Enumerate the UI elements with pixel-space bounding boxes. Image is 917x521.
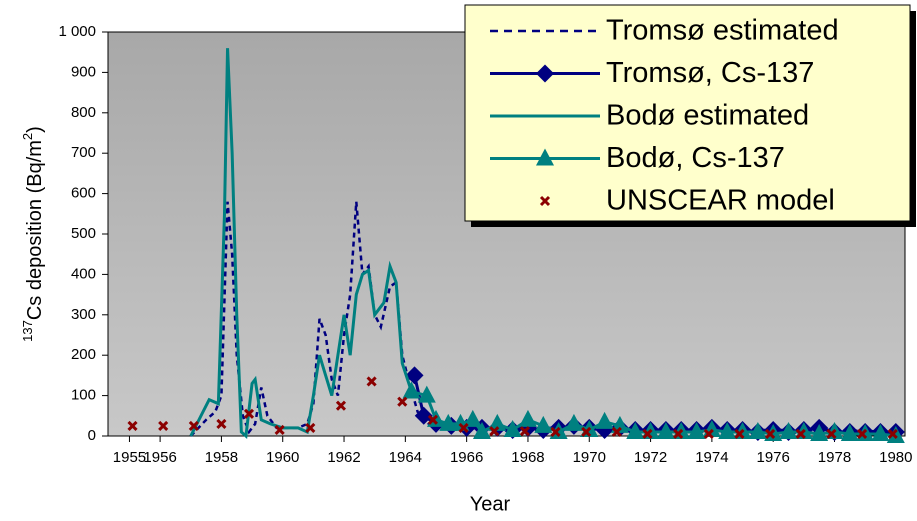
x-tick-label: 1958	[205, 449, 238, 466]
data-point	[402, 381, 421, 399]
legend-label: Bodø estimated	[606, 100, 809, 132]
data-point	[857, 428, 868, 440]
data-point	[518, 409, 537, 427]
data-point	[458, 422, 469, 433]
data-point	[414, 406, 433, 425]
x-tick-label: 1964	[389, 449, 422, 466]
data-point	[489, 426, 500, 437]
data-point	[243, 408, 255, 419]
data-point	[534, 415, 553, 433]
data-point	[472, 421, 491, 439]
data-point	[779, 421, 798, 439]
x-tick-label: 1956	[143, 449, 176, 466]
x-axis-title: Year	[470, 493, 511, 515]
y-title-end: )	[24, 126, 46, 133]
data-point	[765, 428, 776, 440]
data-point	[826, 428, 837, 440]
data-point	[305, 422, 316, 433]
data-point	[550, 426, 561, 438]
legend-label: Tromsø estimated	[606, 15, 839, 47]
y-tick-label: 500	[71, 225, 96, 242]
data-point	[439, 413, 458, 431]
y-tick-label: 300	[71, 306, 96, 323]
data-point	[397, 396, 408, 407]
y-title-sup: 2	[20, 133, 35, 140]
data-point	[503, 419, 522, 437]
y-tick-label: 700	[71, 144, 96, 161]
y-tick-label: 0	[88, 427, 96, 444]
data-point	[748, 421, 767, 439]
data-point	[564, 413, 583, 431]
x-tick-label: 1970	[573, 449, 606, 466]
x-tick-label: 1962	[327, 449, 360, 466]
data-point	[734, 428, 745, 440]
data-point	[335, 400, 347, 411]
data-point	[366, 376, 377, 387]
data-point	[417, 385, 436, 403]
x-tick-label: 1968	[511, 449, 544, 466]
data-point	[626, 421, 645, 439]
data-point	[519, 426, 530, 437]
data-point	[127, 420, 138, 431]
data-point	[673, 428, 684, 440]
data-point	[810, 423, 829, 441]
data-point	[886, 426, 905, 443]
data-point	[840, 423, 859, 441]
data-point	[656, 421, 675, 439]
data-point	[274, 424, 285, 436]
y-title-main: Cs deposition (Bq/m	[24, 140, 46, 320]
x-tick-label: 1960	[266, 449, 299, 466]
data-point	[611, 426, 622, 438]
legend	[464, 4, 911, 222]
x-tick-label: 1955	[113, 449, 146, 466]
x-tick-label: 1976	[757, 449, 790, 466]
data-point	[463, 409, 482, 427]
legend-marker	[539, 195, 551, 207]
legend-label: UNSCEAR model	[606, 185, 835, 217]
data-point	[427, 414, 438, 425]
data-point	[687, 421, 706, 439]
x-tick-label: 1974	[695, 449, 728, 466]
legend-label: Tromsø, Cs-137	[606, 57, 814, 89]
y-axis-title: 137Cs deposition (Bq/m2)	[20, 126, 46, 342]
data-point	[581, 426, 592, 438]
y-tick-label: 100	[71, 387, 96, 404]
y-tick-label: 900	[71, 63, 96, 80]
x-tick-label: 1978	[818, 449, 851, 466]
y-tick-label: 200	[71, 346, 96, 363]
data-point	[871, 423, 890, 441]
data-point	[158, 420, 169, 431]
data-point	[595, 411, 614, 429]
y-title-sup: 137	[20, 320, 35, 342]
data-point	[703, 428, 714, 440]
data-point	[795, 428, 806, 440]
y-tick-label: 400	[71, 265, 96, 282]
legend-label: Bodø, Cs-137	[606, 142, 785, 174]
x-tick-label: 1972	[634, 449, 667, 466]
legend-marker	[536, 148, 554, 166]
y-tick-label: 1 000	[58, 23, 96, 40]
x-tick-label: 1966	[450, 449, 483, 466]
data-point	[488, 413, 507, 431]
data-point	[216, 418, 227, 429]
y-tick-label: 800	[71, 104, 96, 121]
x-tick-label: 1980	[879, 449, 912, 466]
data-point	[405, 366, 424, 385]
data-point	[718, 421, 737, 439]
legend-marker	[536, 64, 554, 83]
data-point	[188, 420, 199, 431]
y-tick-label: 600	[71, 185, 96, 202]
data-point	[642, 428, 653, 440]
data-point	[887, 428, 898, 440]
